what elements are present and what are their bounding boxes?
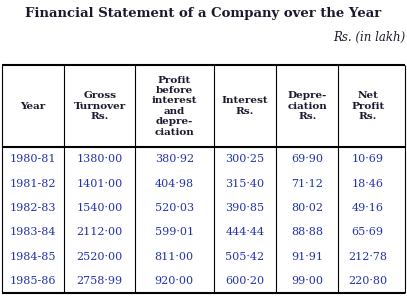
Text: Rs. (in lakh): Rs. (in lakh) [333,31,405,44]
Text: 1982-83: 1982-83 [10,203,57,213]
Text: 404·98: 404·98 [155,179,194,189]
Text: Interest
Rs.: Interest Rs. [221,96,268,116]
Text: 1981-82: 1981-82 [10,179,57,189]
Text: Year: Year [21,102,46,111]
Text: Depre-
ciation
Rs.: Depre- ciation Rs. [287,91,327,121]
Text: 212·78: 212·78 [348,252,387,262]
Text: 1980-81: 1980-81 [10,154,57,164]
Text: 65·69: 65·69 [352,227,384,237]
Text: Financial Statement of a Company over the Year: Financial Statement of a Company over th… [25,7,382,20]
Text: 99·00: 99·00 [291,276,323,286]
Text: 1985-86: 1985-86 [10,276,57,286]
Text: Profit
before
interest
and
depre-
ciation: Profit before interest and depre- ciatio… [151,76,197,137]
Text: 1984-85: 1984-85 [10,252,57,262]
Text: 71·12: 71·12 [291,179,323,189]
Text: 599·01: 599·01 [155,227,194,237]
Text: 220·80: 220·80 [348,276,387,286]
Text: 920·00: 920·00 [155,276,194,286]
Text: 600·20: 600·20 [225,276,265,286]
Text: 315·40: 315·40 [225,179,265,189]
Text: 2112·00: 2112·00 [77,227,123,237]
Text: 49·16: 49·16 [352,203,384,213]
Text: 2758·99: 2758·99 [77,276,123,286]
Text: 520·03: 520·03 [155,203,194,213]
Text: 300·25: 300·25 [225,154,265,164]
Text: Net
Profit
Rs.: Net Profit Rs. [351,91,384,121]
Text: 80·02: 80·02 [291,203,323,213]
Text: 1983-84: 1983-84 [10,227,57,237]
Text: 18·46: 18·46 [352,179,384,189]
Text: 88·88: 88·88 [291,227,323,237]
Text: 444·44: 444·44 [225,227,265,237]
Text: 2520·00: 2520·00 [77,252,123,262]
Text: 10·69: 10·69 [352,154,384,164]
Text: 1540·00: 1540·00 [77,203,123,213]
Text: 1380·00: 1380·00 [77,154,123,164]
Text: 811·00: 811·00 [155,252,194,262]
Text: 505·42: 505·42 [225,252,265,262]
Text: 390·85: 390·85 [225,203,265,213]
Text: Gross
Turnover
Rs.: Gross Turnover Rs. [74,91,126,121]
Text: 91·91: 91·91 [291,252,323,262]
Text: 69·90: 69·90 [291,154,323,164]
Text: 380·92: 380·92 [155,154,194,164]
Text: 1401·00: 1401·00 [77,179,123,189]
